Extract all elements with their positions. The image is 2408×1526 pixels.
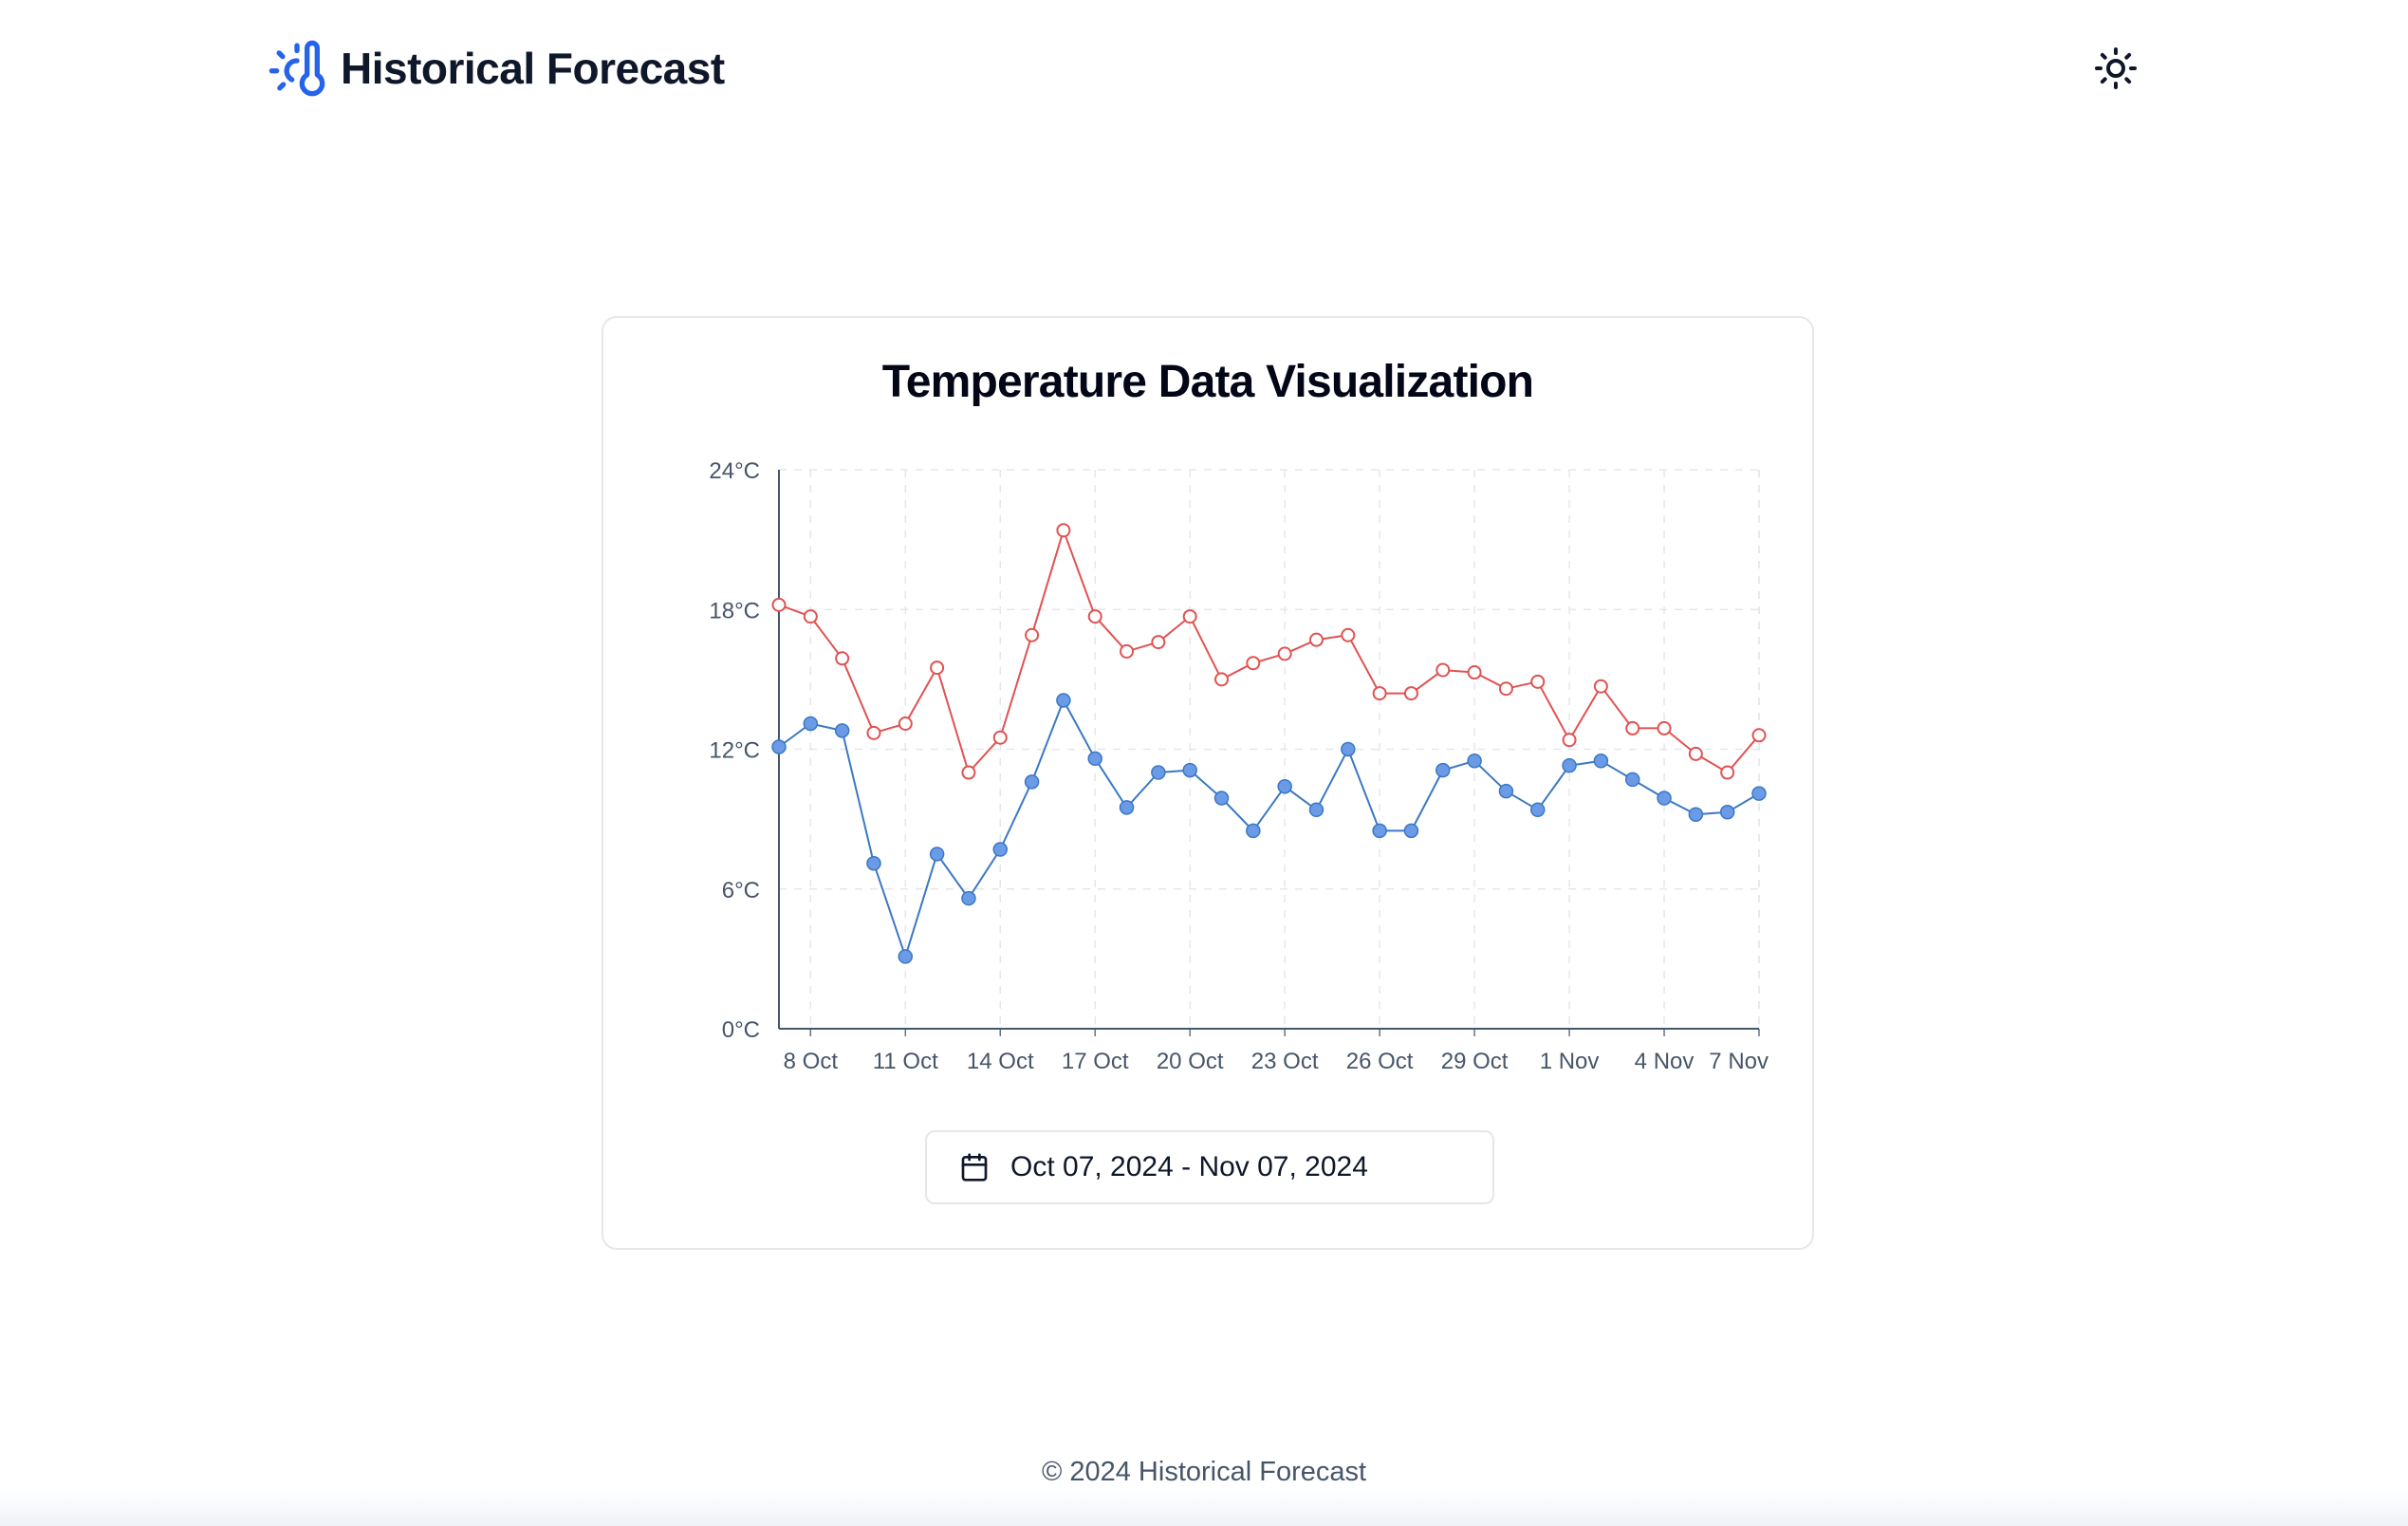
min-temperature-point <box>1467 754 1482 769</box>
footer-copyright: © 2024 Historical Forecast <box>1041 1457 1367 1487</box>
max-temperature-point <box>1308 632 1324 647</box>
x-tick-label: 26 Oct <box>1346 1049 1414 1074</box>
max-temperature-point <box>930 661 945 676</box>
min-temperature-point <box>1277 779 1292 794</box>
max-temperature-point <box>1341 627 1356 642</box>
theme-toggle-button[interactable] <box>2087 40 2144 97</box>
max-temperature-point <box>803 609 818 624</box>
max-temperature-point <box>1372 686 1387 701</box>
max-temperature-point <box>1277 646 1292 661</box>
min-temperature-point <box>1719 805 1735 820</box>
min-temperature-point <box>1151 765 1166 780</box>
bottom-shadow <box>0 1490 2408 1526</box>
min-temperature-point <box>834 723 850 738</box>
y-tick-label: 12°C <box>709 738 760 764</box>
y-tick-label: 6°C <box>722 878 760 903</box>
max-temperature-point <box>992 730 1008 745</box>
x-tick-label: 14 Oct <box>967 1049 1034 1074</box>
y-tick-label: 24°C <box>709 458 760 484</box>
max-temperature-point <box>1087 609 1102 624</box>
max-temperature-point <box>771 597 787 612</box>
min-temperature-point <box>1119 800 1135 815</box>
min-temperature-point <box>1087 751 1102 767</box>
x-tick-label: 8 Oct <box>784 1049 839 1074</box>
max-temperature-point <box>835 651 850 666</box>
max-temperature-point <box>898 716 913 732</box>
temperature-chart: 0°C 6°C 12°C 18°C 24°C 8 Oct 11 Oct 14 Oct 17 Oc… <box>709 458 1769 1074</box>
max-temperature-point <box>1751 728 1767 743</box>
max-temperature-line <box>778 529 1760 773</box>
max-temperature-point <box>1498 681 1513 697</box>
chart-card: Temperature Data Visualization 0°C 6°C 12°… <box>602 316 1814 1250</box>
max-temperature-point <box>1720 765 1735 780</box>
min-temperature-point <box>1657 791 1672 806</box>
x-tick-label: 11 Oct <box>873 1049 938 1074</box>
min-temperature-point <box>1624 772 1640 788</box>
app-title: Historical Forecast <box>341 44 725 93</box>
max-temperature-point <box>1436 662 1451 678</box>
min-temperature-point <box>898 949 914 964</box>
min-temperature-point <box>1213 791 1230 806</box>
min-temperature-point <box>929 847 945 862</box>
y-tick-label: 0°C <box>722 1017 760 1043</box>
min-temperature-point <box>1529 802 1546 818</box>
min-temperature-point <box>1341 741 1356 757</box>
min-temperature-point <box>1688 807 1704 822</box>
max-temperature-point <box>1593 679 1608 694</box>
max-temperature-point <box>1182 609 1197 624</box>
max-temperature-point <box>1151 635 1166 650</box>
x-tick-label: 23 Oct <box>1251 1049 1319 1074</box>
min-temperature-point <box>1024 774 1040 790</box>
min-temperature-point <box>1751 786 1767 801</box>
max-temperature-point <box>1657 720 1672 735</box>
max-temperature-point <box>866 725 881 740</box>
max-temperature-point <box>1530 674 1546 689</box>
x-tick-label: 7 Nov <box>1709 1049 1769 1074</box>
max-temperature-point <box>1120 643 1135 659</box>
x-tick-label: 1 Nov <box>1540 1049 1600 1074</box>
max-temperature-point <box>1562 733 1577 748</box>
min-temperature-point <box>992 842 1009 857</box>
max-temperature-point <box>1025 627 1040 642</box>
app-logo[interactable]: Historical Forecast <box>267 38 725 99</box>
min-temperature-point <box>771 739 787 754</box>
max-temperature-point <box>961 765 976 780</box>
date-range-picker[interactable]: Oct 07, 2024 - Nov 07, 2024 <box>925 1130 1494 1204</box>
min-temperature-point <box>1403 823 1419 839</box>
max-temperature-point <box>1688 746 1703 761</box>
date-range-value: Oct 07, 2024 - Nov 07, 2024 <box>1010 1151 1368 1182</box>
min-temperature-point <box>1308 802 1324 818</box>
min-temperature-point <box>1436 762 1451 778</box>
min-temperature-point <box>866 856 881 871</box>
min-temperature-point <box>961 890 976 906</box>
min-temperature-point <box>1372 823 1387 839</box>
min-temperature-point <box>803 716 819 732</box>
max-temperature-point <box>1625 720 1640 735</box>
min-temperature-point <box>1593 754 1609 769</box>
min-temperature-point <box>1562 757 1577 773</box>
max-temperature-point <box>1056 523 1071 538</box>
min-temperature-point <box>1056 693 1071 708</box>
app-header: Historical Forecast <box>0 0 2408 138</box>
calendar-icon <box>961 1153 988 1182</box>
sun-icon <box>2095 47 2137 89</box>
x-tick-label: 4 Nov <box>1635 1049 1695 1074</box>
max-temperature-point <box>1467 665 1482 680</box>
x-tick-label: 17 Oct <box>1062 1049 1129 1074</box>
x-tick-label: 20 Oct <box>1157 1049 1224 1074</box>
chart-title: Temperature Data Visualization <box>881 357 1534 407</box>
min-temperature-point <box>1498 783 1514 799</box>
max-temperature-point <box>1246 656 1261 671</box>
min-temperature-line <box>778 699 1760 958</box>
x-tick-label: 29 Oct <box>1441 1049 1509 1074</box>
min-temperature-point <box>1246 823 1261 839</box>
min-temperature-point <box>1182 762 1197 778</box>
max-temperature-point <box>1214 672 1230 687</box>
max-temperature-point <box>1403 686 1418 701</box>
y-tick-label: 18°C <box>709 598 760 623</box>
thermometer-sun-icon <box>269 40 325 97</box>
